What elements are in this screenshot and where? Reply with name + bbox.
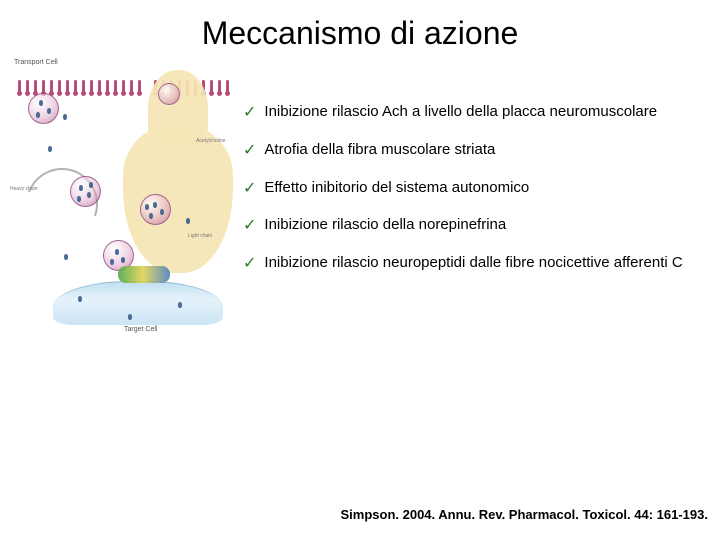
checkmark-icon: ✓ bbox=[243, 214, 256, 239]
bullet-text: Atrofia della fibra muscolare striata bbox=[264, 138, 703, 161]
page-title: Meccanismo di azione bbox=[0, 15, 720, 52]
citation: Simpson. 2004. Annu. Rev. Pharmacol. Tox… bbox=[240, 507, 708, 522]
vesicle bbox=[28, 93, 59, 124]
checkmark-icon: ✓ bbox=[243, 101, 256, 126]
bullet-text: Inibizione rilascio neuropeptidi dalle f… bbox=[264, 251, 703, 274]
vesicle bbox=[140, 194, 171, 225]
checkmark-icon: ✓ bbox=[243, 177, 256, 202]
list-item: ✓ Effetto inibitorio del sistema autonom… bbox=[243, 176, 703, 202]
vesicle bbox=[70, 176, 101, 207]
bullet-text: Inibizione rilascio Ach a livello della … bbox=[264, 100, 703, 123]
checkmark-icon: ✓ bbox=[243, 252, 256, 277]
recycle-arrow bbox=[14, 156, 110, 252]
mechanism-diagram: Transport Cell Acet bbox=[8, 58, 238, 333]
list-item: ✓ Inibizione rilascio neuropeptidi dalle… bbox=[243, 251, 703, 277]
target-cell-shape bbox=[53, 281, 223, 325]
list-item: ✓ Atrofia della fibra muscolare striata bbox=[243, 138, 703, 164]
list-item: ✓ Inibizione rilascio della norepinefrin… bbox=[243, 213, 703, 239]
transport-cell-label: Transport Cell bbox=[14, 59, 58, 66]
target-cell-label: Target Cell bbox=[124, 326, 157, 333]
list-item: ✓ Inibizione rilascio Ach a livello dell… bbox=[243, 100, 703, 126]
synapse-bulb bbox=[123, 123, 233, 273]
bullet-text: Inibizione rilascio della norepinefrina bbox=[264, 213, 703, 236]
bullet-text: Effetto inibitorio del sistema autonomic… bbox=[264, 176, 703, 199]
snare-complex bbox=[118, 266, 170, 283]
bullet-list: ✓ Inibizione rilascio Ach a livello dell… bbox=[243, 100, 703, 289]
checkmark-icon: ✓ bbox=[243, 139, 256, 164]
vesicle bbox=[158, 83, 180, 105]
